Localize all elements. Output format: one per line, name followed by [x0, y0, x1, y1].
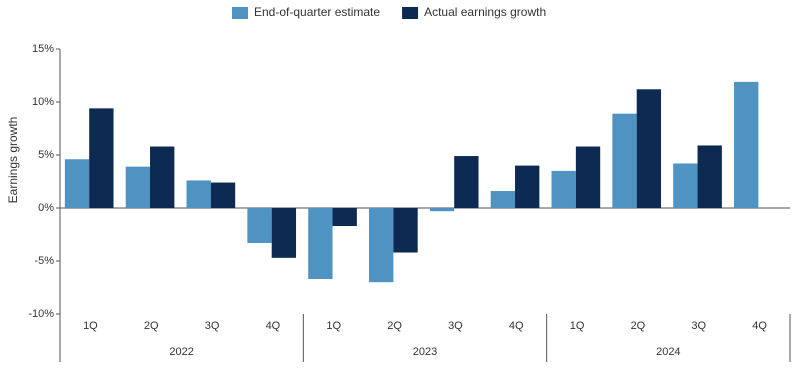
- bar: [393, 208, 418, 253]
- bar: [429, 208, 455, 212]
- bar: [89, 108, 114, 208]
- x-tick-label: 4Q: [266, 320, 281, 332]
- bar: [551, 170, 576, 208]
- bar: [612, 113, 637, 208]
- bar: [490, 191, 516, 208]
- y-tick-label: 5%: [38, 149, 54, 161]
- y-tick-label: -5%: [34, 255, 54, 267]
- bar: [64, 159, 90, 208]
- bar: [150, 146, 175, 208]
- y-tick-label: 15%: [32, 43, 54, 55]
- bar: [636, 89, 662, 208]
- x-tick-label: 2Q: [631, 320, 646, 332]
- y-tick-label: 10%: [32, 96, 54, 108]
- bar: [210, 182, 236, 208]
- x-tick-label: 3Q: [448, 320, 463, 332]
- legend-swatch: [402, 7, 419, 19]
- x-tick-label: 3Q: [691, 320, 706, 332]
- bar: [247, 208, 272, 243]
- group-label: 2023: [413, 346, 437, 358]
- bar: [186, 180, 211, 208]
- bar: [734, 81, 759, 208]
- bar: [515, 165, 540, 208]
- legend-label: End-of-quarter estimate: [254, 5, 380, 19]
- bar: [125, 166, 151, 208]
- x-tick-label: 3Q: [205, 320, 220, 332]
- bar: [332, 208, 357, 227]
- group-label: 2024: [656, 346, 680, 358]
- x-tick-label: 4Q: [752, 320, 767, 332]
- bar: [308, 208, 333, 280]
- x-tick-label: 2Q: [387, 320, 402, 332]
- bar: [575, 146, 601, 208]
- x-tick-label: 1Q: [326, 320, 341, 332]
- x-tick-label: 4Q: [509, 320, 524, 332]
- bar: [271, 208, 297, 258]
- y-tick-label: -10%: [28, 308, 54, 320]
- y-tick-label: 0%: [38, 202, 54, 214]
- y-axis-title: Earnings growth: [6, 117, 20, 204]
- legend-swatch: [232, 7, 248, 19]
- x-tick-label: 1Q: [83, 320, 98, 332]
- x-tick-label: 2Q: [144, 320, 159, 332]
- group-label: 2022: [169, 346, 193, 358]
- legend-label: Actual earnings growth: [424, 5, 546, 19]
- bar: [697, 145, 722, 208]
- bar: [454, 156, 479, 208]
- x-tick-label: 1Q: [570, 320, 585, 332]
- bar: [369, 208, 394, 283]
- bar: [673, 163, 698, 208]
